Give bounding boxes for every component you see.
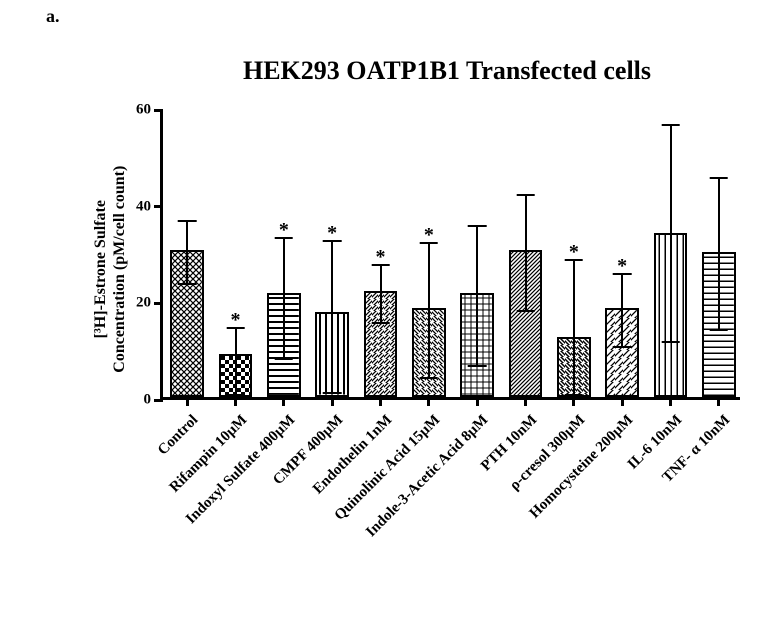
- y-label-line2: Concentration (pM/cell count): [111, 166, 128, 373]
- significance-marker: *: [376, 247, 386, 267]
- figure-panel: { "panel_letter": "a.", "chart": { "type…: [0, 0, 774, 629]
- error-cap: [516, 194, 535, 196]
- error-bar: [476, 226, 478, 366]
- significance-marker: *: [327, 223, 337, 243]
- y-tick: [154, 302, 163, 305]
- error-cap: [516, 310, 535, 312]
- error-cap: [178, 220, 197, 222]
- x-tick: [331, 397, 334, 406]
- error-bar: [670, 125, 672, 343]
- error-cap: [323, 392, 342, 394]
- panel-letter: a.: [46, 6, 60, 27]
- significance-marker: *: [569, 242, 579, 262]
- error-cap: [178, 283, 197, 285]
- bars-container: * * * * * * *: [163, 110, 740, 397]
- x-tick: [476, 397, 479, 406]
- error-cap: [661, 124, 680, 126]
- y-tick-label: 0: [119, 392, 151, 409]
- y-tick-label: 60: [119, 102, 151, 119]
- error-cap: [710, 329, 729, 331]
- error-bar: [186, 221, 188, 284]
- error-cap: [420, 377, 439, 379]
- significance-marker: *: [617, 256, 627, 276]
- x-tick: [427, 397, 430, 406]
- y-axis-label: [³H]-Estrone Sulfate Concentration (pM/c…: [60, 100, 100, 400]
- x-tick: [572, 397, 575, 406]
- x-tick: [621, 397, 624, 406]
- error-cap: [275, 358, 294, 360]
- error-cap: [226, 394, 245, 396]
- x-tick: [379, 397, 382, 406]
- x-tick: [669, 397, 672, 406]
- error-bar: [380, 265, 382, 323]
- error-bar: [573, 260, 575, 395]
- error-bar: [428, 243, 430, 378]
- error-bar: [283, 238, 285, 359]
- x-tick: [282, 397, 285, 406]
- error-bar: [331, 241, 333, 393]
- error-bar: [235, 328, 237, 396]
- y-tick: [154, 399, 163, 402]
- x-tick: [234, 397, 237, 406]
- y-label-line1: [³H]-Estrone Sulfate: [92, 200, 109, 338]
- x-label: Control: [155, 412, 202, 459]
- chart-title: HEK293 OATP1B1 Transfected cells: [0, 56, 774, 86]
- y-tick-label: 40: [119, 198, 151, 215]
- significance-marker: *: [279, 220, 289, 240]
- y-tick: [154, 109, 163, 112]
- x-tick: [186, 397, 189, 406]
- error-cap: [565, 394, 584, 396]
- significance-marker: *: [231, 310, 241, 330]
- chart-area: [³H]-Estrone Sulfate Concentration (pM/c…: [60, 100, 764, 619]
- error-bar: [525, 195, 527, 311]
- plot-region: ******* 0204060: [160, 110, 740, 400]
- error-cap: [468, 225, 487, 227]
- x-tick: [524, 397, 527, 406]
- error-bar: [718, 178, 720, 330]
- y-tick-label: 20: [119, 295, 151, 312]
- error-cap: [371, 322, 390, 324]
- error-cap: [468, 365, 487, 367]
- y-tick: [154, 205, 163, 208]
- error-bar: [621, 274, 623, 347]
- significance-marker: *: [424, 225, 434, 245]
- error-cap: [710, 177, 729, 179]
- error-cap: [661, 341, 680, 343]
- error-cap: [613, 346, 632, 348]
- x-tick: [717, 397, 720, 406]
